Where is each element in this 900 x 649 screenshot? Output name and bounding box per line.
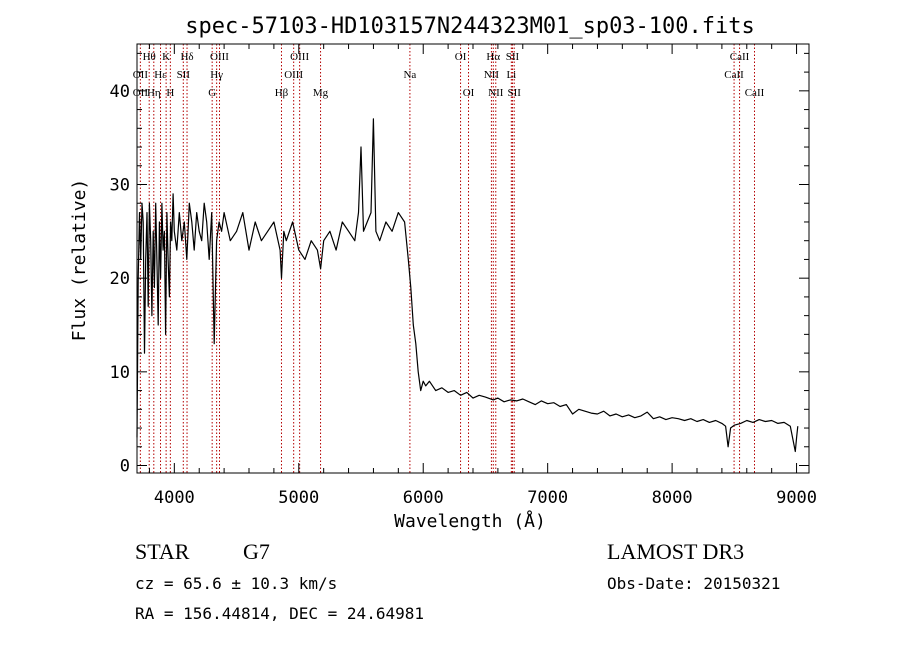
x-tick-label: 9000 [776, 488, 817, 508]
y-axis: 0 10 20 30 40 [110, 52, 809, 477]
x-tick-label: 6000 [403, 488, 444, 508]
coordinates: RA = 156.44814, DEC = 24.64981 [135, 604, 424, 623]
spectral-line-label: SII [177, 69, 191, 81]
spectral-line-label: CaII [724, 69, 744, 81]
x-axis-label: Wavelength (Å) [394, 510, 546, 532]
spectral-line-label: Mg [313, 87, 329, 99]
spectral-line-label: NII [484, 69, 500, 81]
plot-frame [136, 43, 810, 474]
x-tick-label: 5000 [278, 488, 319, 508]
spectral-line-label: Hγ [210, 69, 223, 81]
x-axis: 4000 5000 6000 7000 8000 9000 [148, 44, 817, 508]
spectral-line-label: OI [455, 51, 467, 63]
y-tick-label: 40 [110, 82, 130, 102]
spectral-line-label: Li [506, 69, 516, 81]
x-tick-label: 7000 [527, 488, 568, 508]
spectral-line-label: OIII [210, 51, 229, 63]
spectral-line-label: Hα [486, 51, 500, 63]
spectral-line-label: OI [463, 87, 475, 99]
spectral-line-label: CaII [730, 51, 750, 63]
redshift-value: cz = 65.6 ± 10.3 km/s [135, 574, 338, 593]
spectral-line-label: K [162, 51, 170, 63]
spectral-line-markers [139, 44, 755, 473]
spectral-line-label: CaII [745, 87, 765, 99]
x-tick-label: 4000 [154, 488, 195, 508]
survey-name: LAMOST DR3 [607, 539, 745, 564]
spectral-line-label: H [166, 87, 174, 99]
spectral-line-label: SII [506, 51, 520, 63]
spectral-line-label: Na [403, 69, 416, 81]
spectral-line-label: NII [488, 87, 504, 99]
observation-date: Obs-Date: 20150321 [607, 574, 781, 593]
y-tick-label: 30 [110, 176, 130, 196]
spectral-line-labels: OIIOIIHθHηHεKHSIIHδGHγOIIIHβOIIIOIIIMgNa… [133, 51, 765, 99]
spectral-line-label: Hδ [180, 51, 193, 63]
spectral-line-label: Hθ [143, 51, 156, 63]
spectral-line-label: Hβ [275, 87, 289, 99]
chart-title: spec-57103-HD103157N244323M01_sp03-100.f… [185, 14, 755, 39]
y-axis-label: Flux (relative) [69, 179, 90, 342]
spectral-line-label: Hε [154, 69, 167, 81]
spectral-line-label: Hη [147, 87, 161, 99]
spectrum-line [136, 118, 799, 453]
x-tick-label: 8000 [652, 488, 693, 508]
spectral-line-label: OIII [284, 69, 303, 81]
object-class: STAR [135, 539, 190, 564]
spectral-line-label: G [208, 87, 216, 99]
spectral-line-label: SII [507, 87, 521, 99]
y-tick-label: 20 [110, 269, 130, 289]
y-tick-label: 10 [110, 363, 130, 383]
spectral-subclass: G7 [243, 539, 270, 564]
y-tick-label: 0 [120, 457, 130, 477]
spectral-line-label: OII [133, 69, 149, 81]
spectral-line-label: OIII [290, 51, 309, 63]
